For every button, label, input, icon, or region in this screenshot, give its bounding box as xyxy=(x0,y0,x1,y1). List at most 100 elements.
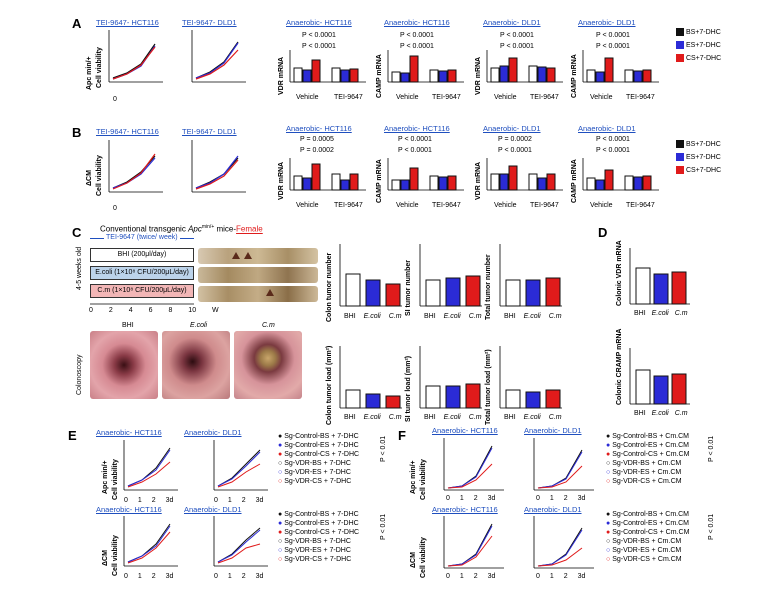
bar-title-a1: Anaerobic- HCT116 xyxy=(286,18,352,27)
bar-title-a2: Anaerobic- HCT116 xyxy=(384,18,450,27)
series-line xyxy=(195,41,239,79)
p-value: P < 0.0001 xyxy=(500,43,534,50)
f-chart-1 xyxy=(443,438,504,491)
legend-item: ES+7-DHC xyxy=(685,41,721,49)
bar-xtick: Vehicle xyxy=(396,202,419,209)
bar-xtick: Vehicle xyxy=(494,94,517,101)
bar-chart-b2 xyxy=(387,158,464,191)
tick: E.coli xyxy=(651,310,669,317)
e-genotype: ΔCM xyxy=(102,550,109,566)
bar xyxy=(293,67,303,83)
intestine-image-cm xyxy=(198,286,318,302)
bar xyxy=(429,69,439,83)
legend-e-bottom: ● Sg-Control-BS + 7-DHC ● Sg-Control-ES … xyxy=(278,511,360,563)
d-xticks: BHI E.coli C.m xyxy=(634,410,688,418)
f-genotype: ΔCM xyxy=(410,552,417,568)
tick: E.coli xyxy=(363,313,381,320)
bar-title-b4: Anaerobic- DLD1 xyxy=(578,124,636,133)
legend-item: BS+7-DHC xyxy=(685,140,721,148)
bar-chart-a1 xyxy=(289,50,366,83)
bar-chart-a2 xyxy=(387,50,464,83)
tick: 6 xyxy=(148,307,153,314)
group-bhi: BHI (200μl/day) xyxy=(90,248,194,262)
f-title-3: Anaerobic- HCT116 xyxy=(432,505,498,514)
bar-xtick: TEI-9647 xyxy=(530,94,559,101)
axes xyxy=(108,30,163,83)
p-value: P < 0.0001 xyxy=(400,43,434,50)
bar-xtick: Vehicle xyxy=(590,202,613,209)
legend-item: Sg-VDR-ES + 7-DHC xyxy=(284,547,351,554)
bar-xtick: Vehicle xyxy=(494,202,517,209)
series-line xyxy=(112,43,156,79)
tick: C.m xyxy=(468,414,482,421)
age-label: 4-5 weeks old xyxy=(76,246,83,290)
legend-item: Sg-VDR-ES + Cm.CM xyxy=(612,547,682,554)
heading-tail: mice- xyxy=(216,224,237,234)
f-xticks: 0 1 2 3d xyxy=(446,495,496,502)
p-value: P < 0.0001 xyxy=(596,32,630,39)
legend-item: Sg-VDR-ES + Cm.CM xyxy=(612,469,682,476)
p-value: P < 0.0001 xyxy=(302,32,336,39)
line-title-b2: TEI-9647- DLD1 xyxy=(182,127,237,136)
scatter-ylabel: SI tumor load (mm²) xyxy=(405,355,412,422)
d-ylabel-cramp: Colonic CRAMP mRNA xyxy=(616,328,623,405)
tick: 2 xyxy=(108,307,113,314)
f-chart-2 xyxy=(533,438,594,491)
bar-chart-b3 xyxy=(486,158,563,191)
bar-ylabel: VDR mRNA xyxy=(278,56,285,95)
scatter-ylabel: Total tumor load (mm²) xyxy=(485,349,492,425)
legend-item: Sg-VDR-CS + 7-DHC xyxy=(284,478,352,485)
line-chart-a1 xyxy=(108,30,163,83)
bar xyxy=(447,69,457,83)
bar-xtick: TEI-9647 xyxy=(432,94,461,101)
p-value: P = 0.0002 xyxy=(300,147,334,154)
tick: BHI xyxy=(424,414,436,421)
series-line xyxy=(195,157,239,189)
group-cm: C.m (1×10⁸ CFU/200μL/day) xyxy=(90,284,194,298)
tick: BHI xyxy=(424,313,436,320)
series-line xyxy=(195,42,239,79)
group-ecoli: E.coli (1×10⁸ CFU/200μL/day) xyxy=(90,266,194,280)
scatter-chart-colon-number xyxy=(339,244,402,307)
series-line xyxy=(195,159,239,190)
e-xticks: 0 1 2 3d xyxy=(124,573,174,580)
bar xyxy=(311,59,321,83)
tumor-arrow-icon xyxy=(232,252,240,259)
tick: 8 xyxy=(168,307,173,314)
series-line xyxy=(112,45,156,80)
legend-item: Sg-Control-BS + Cm.CM xyxy=(612,511,690,518)
panel-label-c: C xyxy=(72,225,82,240)
bar-xtick: TEI-9647 xyxy=(626,94,655,101)
panel-label-f: F xyxy=(398,428,406,443)
f-chart-3 xyxy=(443,516,504,569)
bar xyxy=(409,55,419,83)
f-p-label: P < 0.01 xyxy=(708,435,715,462)
heading-gene: Apc xyxy=(188,224,202,234)
legend-item: Sg-Control-CS + Cm.CM xyxy=(612,451,690,458)
p-value: P < 0.0001 xyxy=(500,32,534,39)
e-chart-1 xyxy=(123,440,178,491)
bar xyxy=(624,69,634,83)
bar-chart-b1 xyxy=(289,158,366,191)
bar-xtick: TEI-9647 xyxy=(334,94,363,101)
f-chart-4 xyxy=(533,516,594,569)
scatter-xticks: BHI E.coli C.m xyxy=(504,313,562,321)
heading-text: Conventional transgenic xyxy=(100,224,186,234)
legend-item: Sg-Control-BS + 7-DHC xyxy=(284,511,359,518)
tick: 4 xyxy=(128,307,133,314)
e-xticks: 0 1 2 3d xyxy=(124,497,174,504)
line-genotype-a: Apc min/+ xyxy=(86,56,93,90)
legend-item: Sg-VDR-ES + 7-DHC xyxy=(284,469,351,476)
bar-title-a3: Anaerobic- DLD1 xyxy=(483,18,541,27)
bar xyxy=(595,71,605,83)
bar-xtick: Vehicle xyxy=(296,94,319,101)
legend-item: Sg-VDR-CS + 7-DHC xyxy=(284,556,352,563)
bar xyxy=(586,69,596,83)
f-xticks: 0 1 2 3d xyxy=(536,495,586,502)
panel-label-b: B xyxy=(72,125,82,140)
legend-item: Sg-Control-CS + 7-DHC xyxy=(284,529,360,536)
e-title-4: Anaerobic- DLD1 xyxy=(184,505,242,514)
legend-item: CS+7-DHC xyxy=(685,166,722,174)
bar-title-a4: Anaerobic- DLD1 xyxy=(578,18,636,27)
bar-ylabel: CAMP mRNA xyxy=(376,159,383,203)
